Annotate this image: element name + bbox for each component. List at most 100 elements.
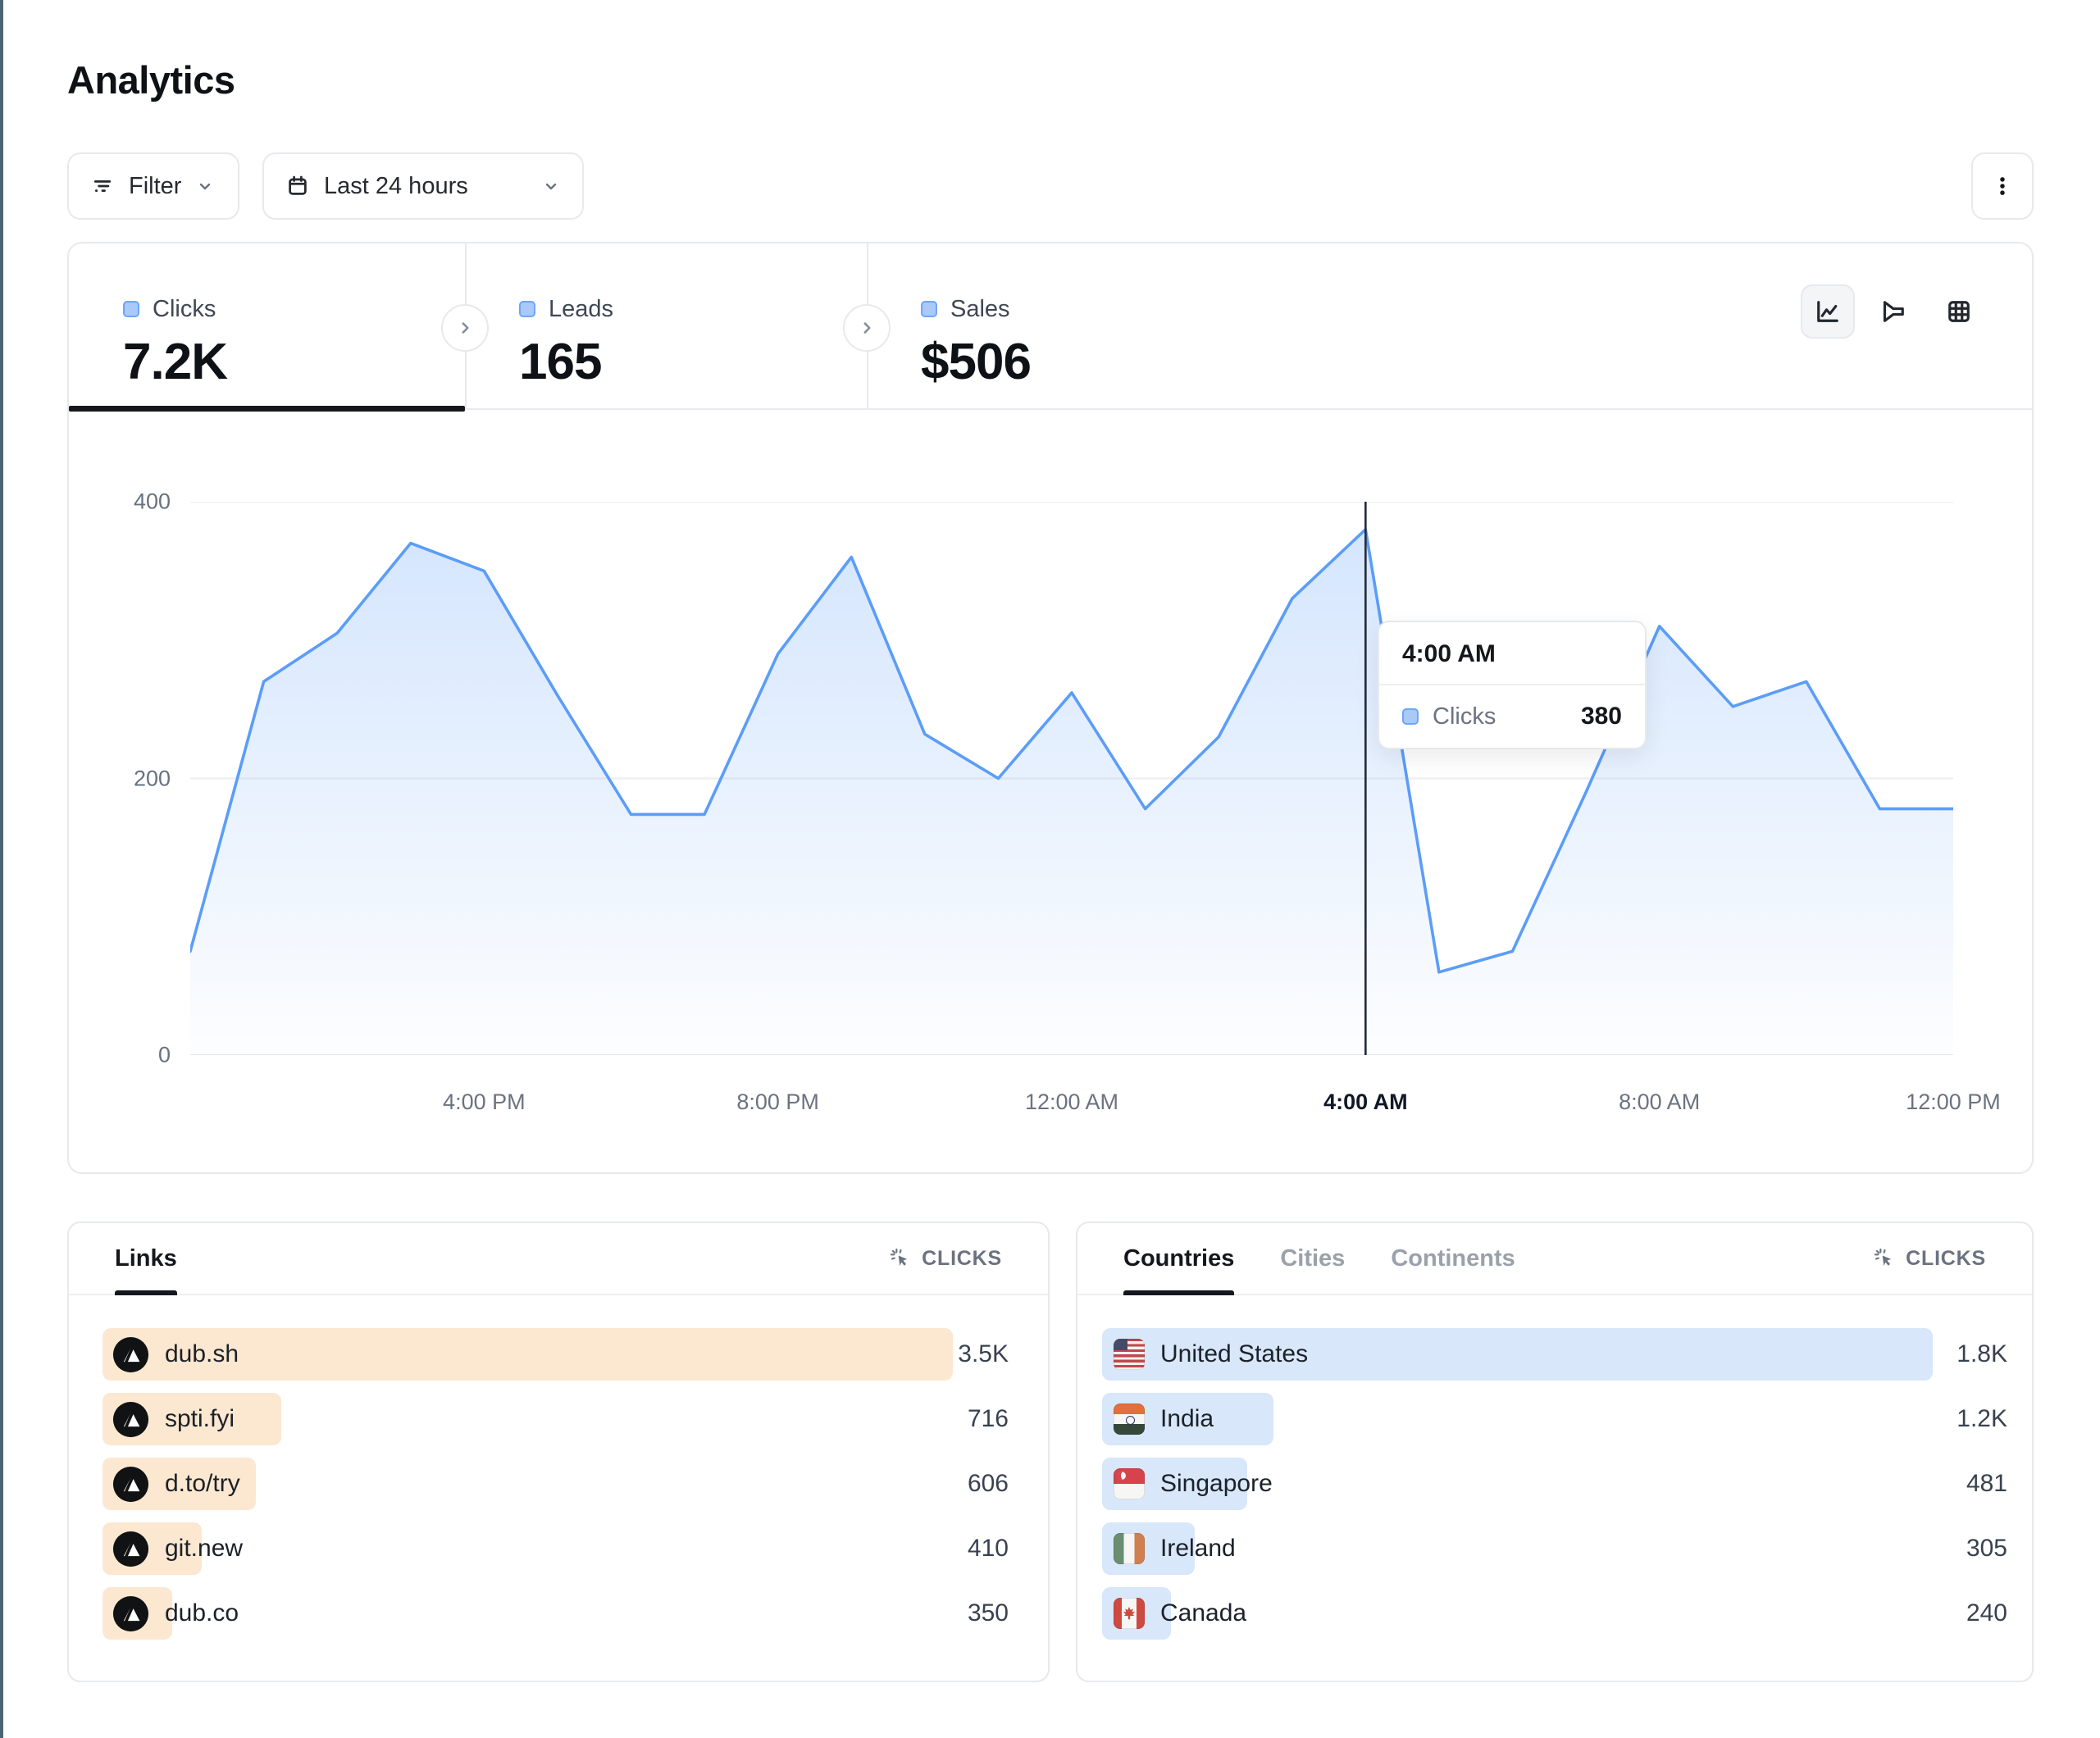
chart-tooltip: 4:00 AM Clicks 380 bbox=[1378, 621, 1647, 749]
country-row[interactable]: Canada 240 bbox=[1077, 1587, 2032, 1640]
stat-label: Leads bbox=[549, 295, 614, 322]
analytics-card: Clicks 7.2K Leads 165 Sales $506 bbox=[67, 242, 2034, 1174]
country-label: Ireland bbox=[1160, 1535, 1236, 1562]
line-chart-view-button[interactable] bbox=[1801, 284, 1855, 339]
link-label: spti.fyi bbox=[165, 1405, 235, 1432]
x-tick-label: 8:00 AM bbox=[1619, 1090, 1701, 1114]
x-tick-label: 12:00 PM bbox=[1906, 1090, 2001, 1114]
area-chart-plot[interactable] bbox=[190, 502, 1953, 1055]
link-clicks-value: 716 bbox=[967, 1405, 1009, 1432]
geo-tab-continents[interactable]: Continents bbox=[1391, 1223, 1515, 1294]
geo-panel-header: Countries Cities Continents CLICKS bbox=[1077, 1223, 2032, 1295]
panel-tab-label: Countries bbox=[1123, 1244, 1235, 1272]
links-tab-links[interactable]: Links bbox=[115, 1223, 177, 1295]
y-tick-label: 0 bbox=[157, 1042, 171, 1067]
link-row[interactable]: d.to/try 606 bbox=[69, 1458, 1048, 1510]
country-label: Canada bbox=[1160, 1599, 1247, 1627]
stat-value: $506 bbox=[921, 333, 1032, 390]
stat-tab-clicks[interactable]: Clicks 7.2K bbox=[69, 243, 465, 408]
country-clicks-value: 305 bbox=[1966, 1535, 2007, 1562]
y-tick-label: 200 bbox=[133, 766, 171, 790]
country-row[interactable]: Singapore 481 bbox=[1077, 1458, 2032, 1510]
x-tick-label: 12:00 AM bbox=[1024, 1090, 1119, 1114]
y-tick-label: 400 bbox=[133, 489, 171, 514]
country-row[interactable]: United States 1.8K bbox=[1077, 1328, 2032, 1381]
cursor-click-icon bbox=[1873, 1247, 1896, 1270]
geo-metric-toggle[interactable]: CLICKS bbox=[1873, 1223, 1986, 1294]
stat-tab-leads[interactable]: Leads 165 bbox=[465, 243, 867, 408]
link-row[interactable]: spti.fyi 716 bbox=[69, 1393, 1048, 1445]
active-stat-underline bbox=[69, 406, 465, 412]
clicks-chart[interactable]: 0 200 400 4:00 PM 8:00 PM 12:00 AM 4:00 AM 8:0… bbox=[69, 410, 2032, 1172]
link-row[interactable]: dub.sh 3.5K bbox=[69, 1328, 1048, 1381]
link-label: dub.co bbox=[165, 1599, 239, 1627]
country-clicks-value: 481 bbox=[1966, 1470, 2007, 1497]
stat-legend-square-icon bbox=[123, 301, 139, 317]
link-row[interactable]: dub.co 350 bbox=[69, 1587, 1048, 1640]
link-clicks-value: 606 bbox=[967, 1470, 1009, 1497]
link-row[interactable]: git.new 410 bbox=[69, 1522, 1048, 1575]
country-clicks-value: 1.2K bbox=[1957, 1405, 2007, 1432]
country-label: Singapore bbox=[1160, 1470, 1273, 1497]
table-view-button[interactable] bbox=[1932, 284, 1986, 339]
date-range-label: Last 24 hours bbox=[324, 172, 468, 199]
ca-flag-icon bbox=[1114, 1598, 1145, 1629]
stat-label: Sales bbox=[950, 295, 1010, 322]
link-label: dub.sh bbox=[165, 1340, 239, 1367]
chevron-down-icon bbox=[195, 176, 215, 196]
link-clicks-value: 350 bbox=[967, 1599, 1009, 1627]
filter-label: Filter bbox=[129, 172, 182, 199]
ie-flag-icon bbox=[1114, 1533, 1145, 1564]
filter-button[interactable]: Filter bbox=[67, 152, 239, 220]
clicks-legend-square-icon bbox=[1402, 708, 1419, 725]
panel-tab-label: Continents bbox=[1391, 1244, 1515, 1272]
country-label: India bbox=[1160, 1405, 1214, 1432]
x-tick-label: 8:00 PM bbox=[736, 1090, 819, 1114]
stat-label: Clicks bbox=[153, 295, 216, 322]
tooltip-value: 380 bbox=[1580, 703, 1622, 730]
stats-row: Clicks 7.2K Leads 165 Sales $506 bbox=[69, 243, 2032, 412]
calendar-icon bbox=[285, 174, 310, 198]
expand-sales-button[interactable] bbox=[843, 304, 891, 352]
stat-tab-sales[interactable]: Sales $506 bbox=[867, 243, 2032, 408]
dub-logo-icon bbox=[112, 1401, 149, 1438]
links-panel: Links CLICKS du bbox=[67, 1222, 1050, 1682]
geo-tab-cities[interactable]: Cities bbox=[1280, 1223, 1345, 1294]
panel-tab-label: Links bbox=[115, 1244, 177, 1272]
filter-icon bbox=[90, 174, 115, 198]
page-title: Analytics bbox=[67, 58, 235, 102]
cursor-click-icon bbox=[889, 1247, 912, 1270]
x-tick-label: 4:00 AM bbox=[1323, 1090, 1408, 1114]
country-row[interactable]: Ireland 305 bbox=[1077, 1522, 2032, 1575]
tooltip-series-label: Clicks bbox=[1433, 703, 1496, 730]
link-clicks-value: 410 bbox=[967, 1535, 1009, 1562]
expand-leads-button[interactable] bbox=[441, 304, 489, 352]
links-metric-label: CLICKS bbox=[922, 1246, 1002, 1270]
country-label: United States bbox=[1160, 1340, 1309, 1367]
country-clicks-value: 1.8K bbox=[1957, 1340, 2007, 1367]
geo-tab-countries[interactable]: Countries bbox=[1123, 1223, 1235, 1295]
link-bar bbox=[102, 1328, 953, 1381]
in-flag-icon bbox=[1114, 1404, 1145, 1435]
stat-value: 165 bbox=[519, 333, 602, 390]
link-label: d.to/try bbox=[165, 1470, 240, 1497]
geo-metric-label: CLICKS bbox=[1906, 1246, 1986, 1270]
more-options-button[interactable] bbox=[1971, 152, 2034, 220]
geo-panel: Countries Cities Continents CLICKS Unite… bbox=[1076, 1222, 2034, 1682]
country-clicks-value: 240 bbox=[1966, 1599, 2007, 1627]
panel-tab-label: Cities bbox=[1280, 1244, 1346, 1272]
date-range-button[interactable]: Last 24 hours bbox=[262, 152, 584, 220]
link-label: git.new bbox=[165, 1535, 244, 1562]
link-clicks-value: 3.5K bbox=[958, 1340, 1009, 1367]
stat-value: 7.2K bbox=[123, 333, 228, 390]
funnel-view-button[interactable] bbox=[1866, 284, 1920, 339]
country-bar bbox=[1102, 1328, 1933, 1381]
sg-flag-icon bbox=[1114, 1468, 1145, 1499]
links-metric-toggle[interactable]: CLICKS bbox=[889, 1223, 1002, 1294]
kebab-menu-icon bbox=[1990, 174, 2015, 198]
us-flag-icon bbox=[1114, 1339, 1145, 1370]
country-row[interactable]: India 1.2K bbox=[1077, 1393, 2032, 1445]
dub-logo-icon bbox=[112, 1531, 149, 1567]
stat-legend-square-icon bbox=[921, 301, 937, 317]
tooltip-time: 4:00 AM bbox=[1379, 622, 1645, 685]
